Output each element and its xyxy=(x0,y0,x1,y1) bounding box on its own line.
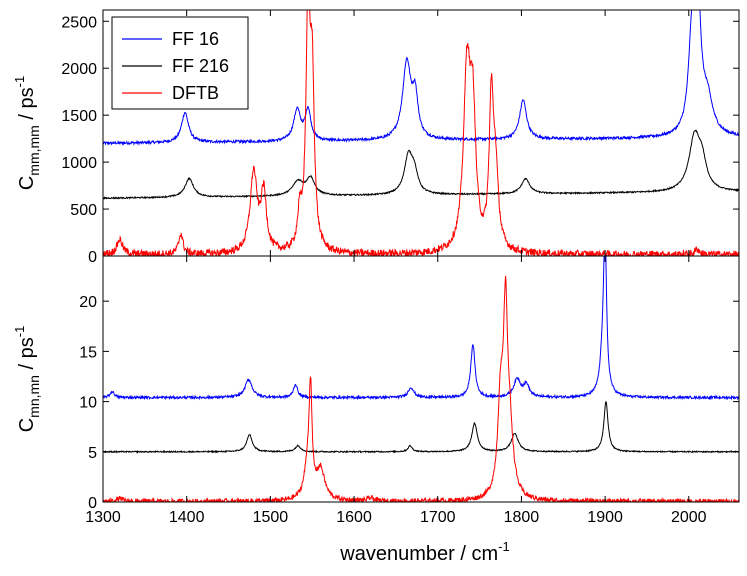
x-tick-label: 1300 xyxy=(85,509,121,526)
y-tick-label: 5 xyxy=(88,445,97,462)
x-tick-label: 1500 xyxy=(253,509,289,526)
series-line-ff-216 xyxy=(103,129,739,200)
top-panel: 0 500 1000 1500 2000 2500 Cmm,mm / ps-1 xyxy=(12,9,740,266)
x-tick-label: 1400 xyxy=(169,509,205,526)
y-tick-label: 2500 xyxy=(61,14,97,31)
series-line-ff-16 xyxy=(103,256,739,401)
y-axis-label-subscript: mm,mm xyxy=(26,125,42,176)
x-tick-label: 1700 xyxy=(420,509,456,526)
series-line-dftb xyxy=(103,275,739,502)
y-axis-label-exponent: -1 xyxy=(12,326,27,338)
bottom-panel: 0 5 10 15 20 1300 1400 1500 1600 1700 1800 1900 2000… xyxy=(12,255,740,526)
y-axis-label: Cmm,mm / ps-1 xyxy=(12,76,42,190)
x-axis-label-main: wavenumber / cm xyxy=(339,543,498,565)
y-axis-label-unit: / ps xyxy=(16,337,38,375)
legend-label: DFTB xyxy=(172,83,219,103)
y-tick-label: 15 xyxy=(79,344,97,361)
y-axis-label-main: C xyxy=(16,418,38,432)
legend: FF 16 FF 216 DFTB xyxy=(111,16,249,110)
legend-box xyxy=(111,16,249,110)
legend-label: FF 16 xyxy=(172,29,219,49)
y-tick-label: 20 xyxy=(79,294,97,311)
x-tick-label: 1900 xyxy=(587,509,623,526)
series-line-ff-16 xyxy=(103,10,739,146)
y-tick-label: 500 xyxy=(70,202,97,219)
x-tick-label: 2000 xyxy=(671,509,707,526)
y-axis-label-subscript: mn,mn xyxy=(26,375,42,418)
y-tick-label: 0 xyxy=(88,495,97,512)
y-axis-label-main: C xyxy=(16,176,38,190)
series-line-ff-216 xyxy=(103,400,739,454)
plot-frame xyxy=(102,255,740,503)
x-axis-label: wavenumber / cm-1 xyxy=(339,539,509,565)
y-axis-label-exponent: -1 xyxy=(12,76,27,88)
y-tick-label: 1500 xyxy=(61,108,97,125)
y-axis-label: Cmn,mn / ps-1 xyxy=(12,326,42,433)
x-axis-label-exponent: -1 xyxy=(498,539,510,554)
x-tick-label: 1600 xyxy=(336,509,372,526)
legend-label: FF 216 xyxy=(172,56,229,76)
x-tick-label: 1800 xyxy=(504,509,540,526)
y-tick-label: 10 xyxy=(79,395,97,412)
series-line-dftb xyxy=(103,10,739,256)
y-axis-label-unit: / ps xyxy=(16,87,38,125)
y-tick-label: 0 xyxy=(88,249,97,266)
y-tick-label: 1000 xyxy=(61,155,97,172)
y-tick-label: 2000 xyxy=(61,61,97,78)
